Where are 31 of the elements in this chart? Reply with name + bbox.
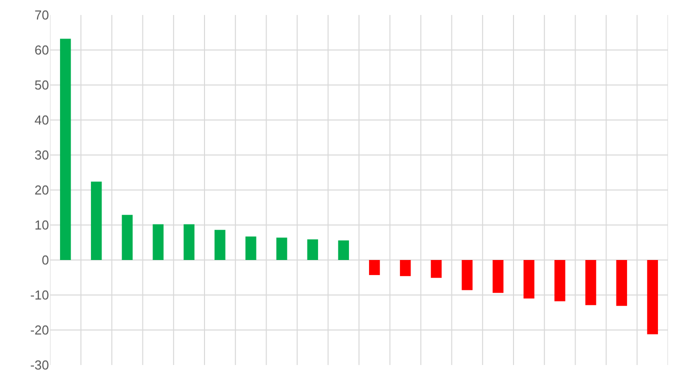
bar bbox=[90, 182, 102, 260]
bar bbox=[524, 260, 534, 298]
bar bbox=[338, 240, 349, 260]
bar bbox=[616, 260, 628, 306]
y-tick-label: -20 bbox=[30, 322, 49, 338]
y-tick-label: 20 bbox=[34, 182, 49, 198]
bar bbox=[585, 260, 596, 306]
bar bbox=[214, 230, 226, 260]
y-tick-label: 70 bbox=[34, 8, 49, 23]
bar bbox=[122, 214, 133, 260]
y-tick-label: 60 bbox=[34, 42, 49, 58]
bar bbox=[245, 236, 256, 260]
bar bbox=[60, 38, 71, 260]
bar bbox=[369, 260, 380, 276]
y-tick-label: 50 bbox=[34, 78, 49, 93]
y-tick-label: -30 bbox=[30, 358, 49, 373]
y-tick-label: -10 bbox=[30, 288, 49, 303]
bar bbox=[307, 239, 318, 260]
bar bbox=[647, 260, 658, 334]
bar bbox=[184, 224, 194, 260]
y-tick-label: 10 bbox=[34, 218, 49, 233]
bar bbox=[492, 260, 504, 293]
y-tick-label: 30 bbox=[34, 148, 49, 163]
y-tick-label: 0 bbox=[42, 252, 49, 268]
bar bbox=[462, 260, 473, 290]
y-tick-label: 40 bbox=[34, 112, 49, 128]
bar bbox=[554, 260, 566, 302]
bar bbox=[430, 260, 442, 278]
bar bbox=[276, 238, 288, 260]
bar bbox=[152, 224, 164, 260]
bar bbox=[400, 260, 411, 276]
